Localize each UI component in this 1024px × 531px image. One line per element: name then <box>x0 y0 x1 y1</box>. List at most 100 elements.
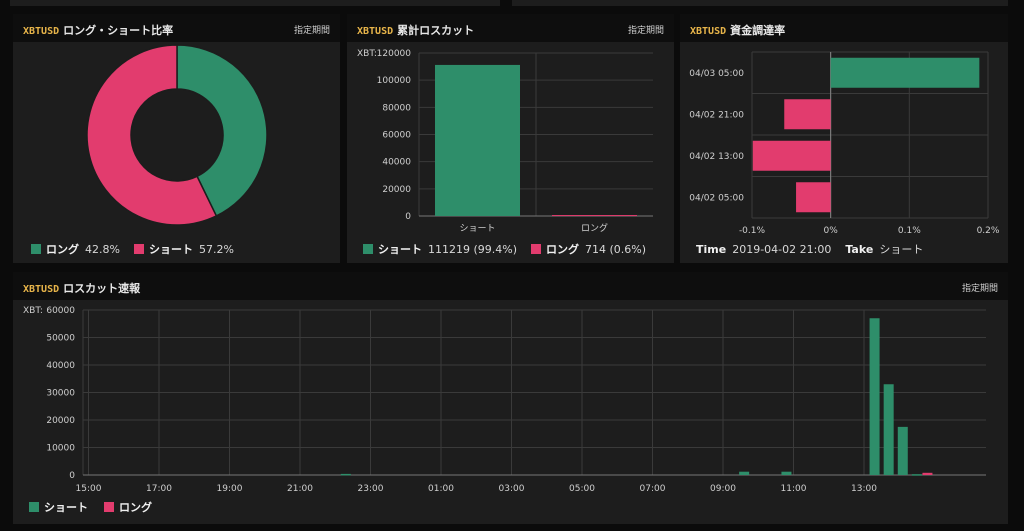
bar-0 <box>435 64 520 216</box>
symbol-label: XBTUSD <box>357 26 394 37</box>
funding-bar-3 <box>796 182 831 213</box>
x-tick-6: 05:00 <box>569 484 595 494</box>
liq-bar-0-1 <box>739 471 750 475</box>
legend-swatch-long <box>104 502 114 512</box>
funding-footer: Time 2019-04-02 21:00 Take ショート <box>696 241 937 257</box>
donut-slice-1 <box>86 44 218 226</box>
take-label: Take <box>845 242 874 256</box>
symbol-label: XBTUSD <box>690 26 727 37</box>
x-tick-1: 0% <box>824 226 839 236</box>
legend-long-value: 42.8% <box>85 242 120 256</box>
symbol-label: XBTUSD <box>23 26 60 37</box>
legend-long-label[interactable]: ロング <box>46 243 79 256</box>
x-tick-4: 01:00 <box>428 484 454 494</box>
liquidation-bar-chart: XBT: 0 10000 20000 30000 40000 50000 60000 17:00… <box>23 306 986 494</box>
legend-swatch-short <box>29 502 39 512</box>
x-tick-9: 11:00 <box>781 484 807 494</box>
y-unit-label: XBT: <box>23 306 43 316</box>
legend-short-value: 111219 (99.4%) <box>428 242 518 256</box>
x-tick-0: -0.1% <box>739 226 766 236</box>
y-tick-4: 40000 <box>46 361 75 371</box>
y-tick-2: 20000 <box>46 416 75 426</box>
legend-long-label[interactable]: ロング <box>119 501 152 514</box>
legend-swatch-long <box>31 244 41 254</box>
ratio-panel: XBTUSD ロング・ショート比率 指定期間 ロング 42.8% ショート 57.… <box>13 14 340 263</box>
liq-bar-0-6 <box>911 474 922 476</box>
x-tick-0: ショート <box>459 224 495 234</box>
x-tick-10: 13:00 <box>851 484 877 494</box>
x-tick-3: 0.2% <box>977 226 1000 236</box>
y-tick-0: 0 <box>405 212 411 222</box>
x-tick-2: 21:00 <box>287 484 313 494</box>
liquidation-panel: XBTUSD ロスカット速報 指定期間 XBT: 0 10000 20000 30000 4… <box>13 272 1008 524</box>
x-tick-7: 07:00 <box>640 484 666 494</box>
take-value: ショート <box>879 243 924 256</box>
time-label: Time <box>696 242 727 256</box>
x-tick-2: 0.1% <box>898 226 921 236</box>
y-tick-5: 50000 <box>46 334 75 344</box>
legend-short-label[interactable]: ショート <box>44 501 88 514</box>
cumulative-panel-header: XBTUSD 累計ロスカット 指定期間 <box>347 14 674 42</box>
y-tick-1: 20000 <box>382 185 411 195</box>
y-tick-6: 60000 <box>46 306 75 316</box>
y-tick-3: 30000 <box>46 389 75 399</box>
liq-bar-0-4 <box>883 384 894 475</box>
y-tick-2: 04/02 13:00 <box>689 152 744 162</box>
liquidation-legend: ショート ロング <box>29 499 158 515</box>
x-tick-5: 03:00 <box>499 484 525 494</box>
ratio-panel-header: XBTUSD ロング・ショート比率 指定期間 <box>13 14 340 42</box>
ratio-donut-chart <box>86 44 268 226</box>
cumulative-panel-title: XBTUSD 累計ロスカット <box>357 24 475 37</box>
liq-bar-1-0 <box>922 472 933 475</box>
funding-bar-0 <box>830 57 980 88</box>
funding-bar-1 <box>784 99 831 130</box>
legend-swatch-short <box>133 244 144 254</box>
liq-bar-0-3 <box>869 318 880 475</box>
y-tick-0: 0 <box>69 471 75 481</box>
legend-short-label[interactable]: ショート <box>148 243 193 256</box>
funding-panel-title: XBTUSD 資金調達率 <box>690 24 786 37</box>
bar-1 <box>552 215 637 217</box>
y-tick-1: 04/02 21:00 <box>689 110 744 120</box>
y-tick-3: 04/02 05:00 <box>689 193 744 203</box>
cumulative-legend: ショート 111219 (99.4%) ロング 714 (0.6%) <box>363 241 660 257</box>
y-tick-5: 100000 <box>377 76 412 86</box>
ratio-legend: ロング 42.8% ショート 57.2% <box>31 241 248 257</box>
x-tick-1: 19:00 <box>217 484 243 494</box>
y-tick-6: 120000 <box>377 49 412 59</box>
y-tick-3: 60000 <box>382 131 411 141</box>
period-link[interactable]: 指定期間 <box>293 26 330 36</box>
liq-bar-0-2 <box>781 471 792 475</box>
liquidation-panel-header: XBTUSD ロスカット速報 指定期間 <box>13 272 1008 300</box>
funding-bar-chart: -0.1% 0% 0.1% 0.2% 04/03 05:00 04/02 21:00 04/… <box>689 51 1000 236</box>
period-link[interactable]: 指定期間 <box>627 26 664 36</box>
legend-long-label[interactable]: ロング <box>546 243 580 256</box>
y-tick-4: 80000 <box>382 103 411 113</box>
legend-long-value: 714 (0.6%) <box>585 242 647 256</box>
top-panel-edge-left <box>10 0 500 6</box>
donut-slice-0 <box>176 44 268 217</box>
liq-bar-0-5 <box>897 426 908 475</box>
x-tick-0: 17:00 <box>146 484 172 494</box>
x-tick-8: 09:00 <box>710 484 736 494</box>
legend-swatch-long <box>531 244 542 254</box>
ratio-panel-title: XBTUSD ロング・ショート比率 <box>23 24 174 37</box>
x-tick-3: 23:00 <box>358 484 384 494</box>
y-tick-0: 04/03 05:00 <box>689 69 744 79</box>
symbol-label: XBTUSD <box>23 284 60 295</box>
funding-bar-2 <box>752 140 831 171</box>
liquidation-panel-title: XBTUSD ロスカット速報 <box>23 282 141 295</box>
funding-panel: XBTUSD 資金調達率 -0.1% 0% 0.1% 0.2% 04/03 05:00 04… <box>680 14 1008 263</box>
liq-bar-0-0 <box>340 473 351 476</box>
period-link[interactable]: 指定期間 <box>961 284 998 294</box>
legend-short-label[interactable]: ショート <box>378 243 422 256</box>
y-unit-label: XBT: <box>357 49 377 59</box>
top-panel-edge-right <box>512 0 1008 6</box>
funding-panel-header: XBTUSD 資金調達率 <box>680 14 1008 42</box>
x-tick-11: 15:00 <box>76 484 102 494</box>
cumulative-panel: XBTUSD 累計ロスカット 指定期間 XBT: 0 20000 40000 60000 8… <box>347 14 674 263</box>
legend-swatch-short <box>363 244 373 254</box>
x-tick-1: ロング <box>581 222 608 234</box>
y-tick-1: 10000 <box>46 444 75 454</box>
legend-short-value: 57.2% <box>198 242 234 256</box>
